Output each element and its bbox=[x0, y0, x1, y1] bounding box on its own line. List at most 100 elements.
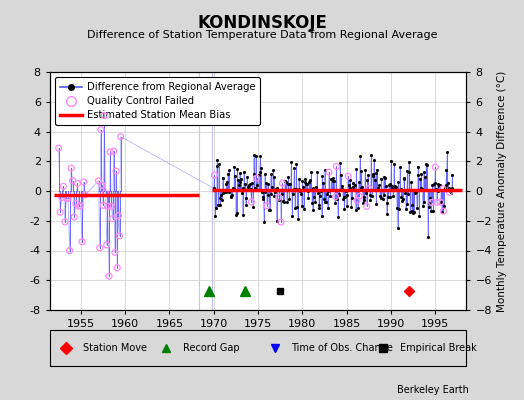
Point bbox=[435, 182, 444, 188]
Point bbox=[430, 181, 438, 188]
Point bbox=[346, 184, 355, 191]
Point bbox=[442, 167, 451, 174]
Point bbox=[407, 178, 415, 185]
Point bbox=[313, 169, 321, 176]
Point bbox=[357, 168, 366, 174]
Point bbox=[394, 179, 402, 185]
Point bbox=[377, 176, 386, 182]
Point bbox=[443, 149, 451, 155]
Point bbox=[417, 185, 425, 192]
Point bbox=[98, 182, 106, 188]
Point bbox=[316, 188, 325, 194]
Text: Record Gap: Record Gap bbox=[183, 343, 239, 353]
Point bbox=[415, 212, 423, 219]
Point bbox=[302, 180, 310, 187]
Point bbox=[390, 184, 399, 190]
Point bbox=[96, 126, 105, 133]
Point bbox=[329, 178, 337, 184]
Point bbox=[358, 184, 366, 191]
Point bbox=[307, 169, 315, 176]
Point bbox=[315, 202, 323, 208]
Point bbox=[375, 182, 384, 188]
Point bbox=[253, 175, 261, 181]
Point bbox=[354, 204, 362, 211]
Point bbox=[226, 194, 235, 200]
Point bbox=[364, 172, 373, 178]
Point bbox=[428, 199, 436, 206]
Point bbox=[265, 207, 274, 214]
Point bbox=[236, 179, 245, 186]
Text: Difference of Station Temperature Data from Regional Average: Difference of Station Temperature Data f… bbox=[87, 30, 437, 40]
Point bbox=[325, 187, 334, 194]
Text: Berkeley Earth: Berkeley Earth bbox=[397, 385, 469, 395]
Point bbox=[329, 175, 337, 182]
Point bbox=[223, 179, 231, 186]
Point bbox=[227, 193, 236, 200]
Point bbox=[352, 166, 361, 172]
Point bbox=[359, 193, 368, 200]
Point bbox=[431, 164, 440, 170]
Point bbox=[276, 187, 285, 194]
Point bbox=[345, 181, 353, 188]
Point bbox=[361, 167, 369, 174]
Point bbox=[106, 149, 114, 155]
Point bbox=[365, 185, 373, 192]
Point bbox=[94, 178, 103, 184]
Point bbox=[433, 199, 441, 206]
Point bbox=[111, 249, 119, 256]
Point bbox=[440, 202, 449, 209]
Point bbox=[334, 191, 343, 197]
Point bbox=[69, 177, 77, 184]
Point bbox=[394, 224, 402, 231]
Point bbox=[368, 171, 377, 178]
Point bbox=[240, 168, 248, 175]
Point bbox=[356, 184, 365, 191]
Point bbox=[336, 172, 345, 178]
Point bbox=[261, 189, 270, 196]
Point bbox=[67, 165, 75, 171]
Point bbox=[280, 178, 289, 184]
Point bbox=[405, 158, 413, 165]
Point bbox=[273, 185, 281, 191]
Point bbox=[247, 199, 256, 205]
Point bbox=[279, 198, 287, 204]
Point bbox=[101, 190, 110, 196]
Point bbox=[287, 159, 296, 165]
Point bbox=[435, 183, 443, 189]
Point bbox=[64, 195, 72, 202]
Text: Empirical Break: Empirical Break bbox=[400, 343, 476, 353]
Point bbox=[408, 208, 416, 214]
Point bbox=[245, 182, 254, 188]
Point bbox=[220, 187, 228, 194]
Point bbox=[351, 182, 359, 188]
Point bbox=[280, 199, 288, 205]
Point bbox=[112, 168, 120, 174]
Point bbox=[210, 185, 218, 192]
Point bbox=[367, 152, 375, 158]
Point bbox=[286, 181, 294, 188]
Point bbox=[354, 179, 363, 186]
Point bbox=[430, 180, 439, 186]
Point bbox=[242, 194, 250, 201]
Point bbox=[283, 181, 292, 188]
Point bbox=[414, 164, 422, 171]
Point bbox=[322, 199, 330, 206]
Point bbox=[370, 177, 379, 183]
Point bbox=[444, 180, 452, 187]
Point bbox=[325, 169, 333, 175]
Point bbox=[73, 180, 82, 187]
Point bbox=[335, 192, 344, 198]
Point bbox=[372, 170, 380, 176]
Point bbox=[385, 181, 394, 188]
Point bbox=[408, 202, 417, 209]
Point bbox=[221, 189, 230, 195]
Point bbox=[355, 193, 364, 200]
Point bbox=[289, 191, 297, 197]
Point bbox=[309, 207, 317, 213]
Point bbox=[446, 185, 454, 192]
Point bbox=[400, 176, 409, 182]
Point bbox=[328, 175, 336, 182]
Text: Time of Obs. Change: Time of Obs. Change bbox=[291, 343, 394, 353]
Point bbox=[244, 186, 253, 193]
Point bbox=[104, 203, 112, 209]
